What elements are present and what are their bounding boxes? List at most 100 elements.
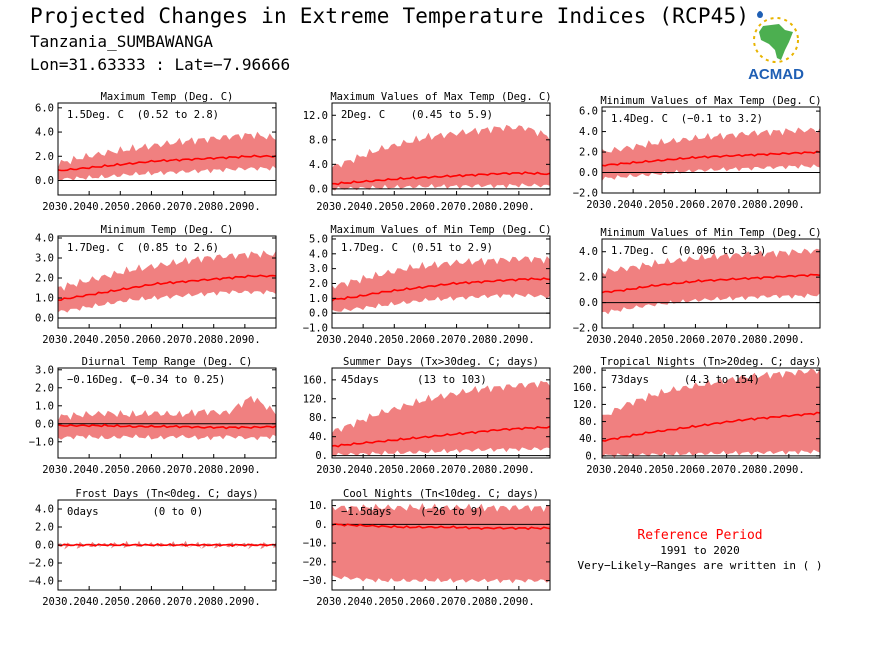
likely-range: (4.3 to 154) (684, 374, 760, 386)
y-tick-label: 8.0 (309, 134, 328, 146)
panel: −1.0 0.0 1.0 2.0 3.0 2030. 2040. 2050. 2060. 2070… (29, 356, 277, 476)
likely-range: (0.45 to 5.9) (411, 109, 493, 121)
y-tick-label: 12.0 (303, 110, 328, 122)
y-tick-label: 0.0 (35, 175, 54, 187)
x-tick-label: 2060. (680, 334, 712, 346)
x-tick-label: 2080. (198, 201, 230, 213)
y-tick-label: 4.0 (309, 159, 328, 171)
y-tick-label: 40. (579, 433, 598, 445)
y-tick-label: 4.0 (35, 504, 54, 516)
x-tick-label: 2060. (136, 464, 168, 476)
location-label: Tanzania_SUMBAWANGA (30, 32, 214, 51)
y-tick-label: 2.0 (35, 522, 54, 534)
y-tick-label: 5.0 (309, 233, 328, 245)
y-tick-label: 200. (573, 365, 598, 377)
change-value: 2Deg. C (341, 109, 385, 121)
y-tick-label: 0.0 (35, 540, 54, 552)
y-tick-label: 0.0 (579, 297, 598, 309)
x-tick-label: 2030. (586, 464, 618, 476)
x-tick-label: 2040. (73, 201, 105, 213)
plot-frame (57, 367, 277, 459)
chart-title: Minimum Temp (Deg. C) (101, 224, 234, 236)
sun-rays-icon (753, 17, 799, 63)
coordinates-label: Lon=31.63333 : Lat=−7.96666 (30, 55, 291, 74)
header: Projected Changes in Extreme Temperature… (0, 0, 879, 90)
x-tick-label: 2070. (711, 199, 743, 211)
chart-title: Cool Nights (Tn<10deg. C; days) (343, 488, 539, 500)
x-tick-label: 2030. (586, 334, 618, 346)
africa-map-icon (759, 24, 793, 60)
y-tick-label: −20. (303, 556, 328, 568)
y-tick-label: 0. (315, 519, 328, 531)
x-tick-label: 2080. (472, 201, 504, 213)
y-tick-label: 1.0 (35, 293, 54, 305)
range-band (58, 250, 276, 313)
chart-title: Minimum Values of Max Temp (Deg. C) (600, 95, 821, 107)
x-tick-label: 2090. (229, 464, 261, 476)
x-tick-label: 2050. (104, 596, 136, 608)
y-tick-label: −1.0 (303, 323, 328, 335)
y-tick-label: 2.0 (309, 278, 328, 290)
range-band (602, 127, 820, 182)
likely-range: (0.096 to 3.3) (678, 245, 767, 257)
median-line (331, 425, 551, 448)
x-tick-label: 2070. (441, 464, 473, 476)
y-tick-label: 4.0 (35, 233, 54, 245)
x-tick-label: 2050. (648, 464, 680, 476)
panel: −30. −20. −10. 0. 10. 2030. 2040. 2050. 2060. 207… (303, 488, 551, 608)
y-tick-label: 160. (573, 382, 598, 394)
likely-range: (−0.34 to 0.25) (130, 374, 225, 386)
median-line (57, 154, 277, 172)
x-tick-label: 2090. (503, 464, 535, 476)
likely-range: (0.52 to 2.8) (137, 109, 219, 121)
panel: −4.0 −2.0 0.0 2.0 4.0 2030. 2040. 2050. 2060. 207… (29, 488, 277, 608)
y-tick-label: 120. (303, 393, 328, 405)
x-tick-label: 2060. (410, 334, 442, 346)
range-band (602, 368, 820, 458)
range-band (58, 395, 276, 441)
chart-title: Diurnal Temp Range (Deg. C) (82, 356, 253, 368)
y-tick-label: 6.0 (35, 102, 54, 114)
chart-title: Maximum Temp (Deg. C) (101, 91, 234, 103)
x-tick-label: 2060. (680, 464, 712, 476)
chart-title: Tropical Nights (Tn>20deg. C; days) (600, 356, 821, 368)
y-tick-label: 6.0 (579, 106, 598, 118)
x-tick-label: 2040. (347, 334, 379, 346)
median-line (331, 523, 551, 531)
median-line (57, 423, 277, 430)
y-tick-label: 3.0 (35, 364, 54, 376)
y-tick-label: 0.0 (579, 167, 598, 179)
y-tick-label: 0. (585, 450, 598, 462)
likely-range: (13 to 103) (417, 374, 487, 386)
plot-frame (331, 235, 551, 329)
x-tick-label: 2030. (586, 199, 618, 211)
x-tick-label: 2070. (167, 201, 199, 213)
x-tick-label: 2060. (136, 596, 168, 608)
y-tick-label: −2.0 (29, 558, 54, 570)
change-value: 0days (67, 506, 99, 518)
chart-title: Frost Days (Tn<0deg. C; days) (75, 488, 258, 500)
change-value: 1.7Deg. C (611, 245, 668, 257)
y-tick-label: 4.0 (579, 246, 598, 258)
x-tick-label: 2060. (136, 201, 168, 213)
panel: −2.0 0.0 2.0 4.0 6.0 2030. 2040. 2050. 2060. 2070… (573, 95, 822, 211)
change-value: 1.7Deg. C (67, 242, 124, 254)
x-tick-label: 2070. (711, 334, 743, 346)
acmad-logo: ACMAD (748, 11, 804, 83)
y-tick-label: 80. (309, 412, 328, 424)
x-tick-label: 2040. (347, 201, 379, 213)
x-tick-label: 2070. (711, 464, 743, 476)
median-line (601, 273, 821, 294)
x-tick-label: 2090. (229, 201, 261, 213)
reference-title: Reference Period (637, 528, 763, 543)
change-value: −0.16Deg. C (67, 374, 137, 386)
likely-range: (−26 to 9) (420, 506, 483, 518)
y-tick-label: 0.0 (309, 308, 328, 320)
x-tick-label: 2030. (316, 201, 348, 213)
plot-frame (601, 238, 821, 329)
x-tick-label: 2030. (316, 596, 348, 608)
x-tick-label: 2090. (773, 334, 805, 346)
x-tick-label: 2030. (42, 201, 74, 213)
x-tick-label: 2030. (316, 464, 348, 476)
